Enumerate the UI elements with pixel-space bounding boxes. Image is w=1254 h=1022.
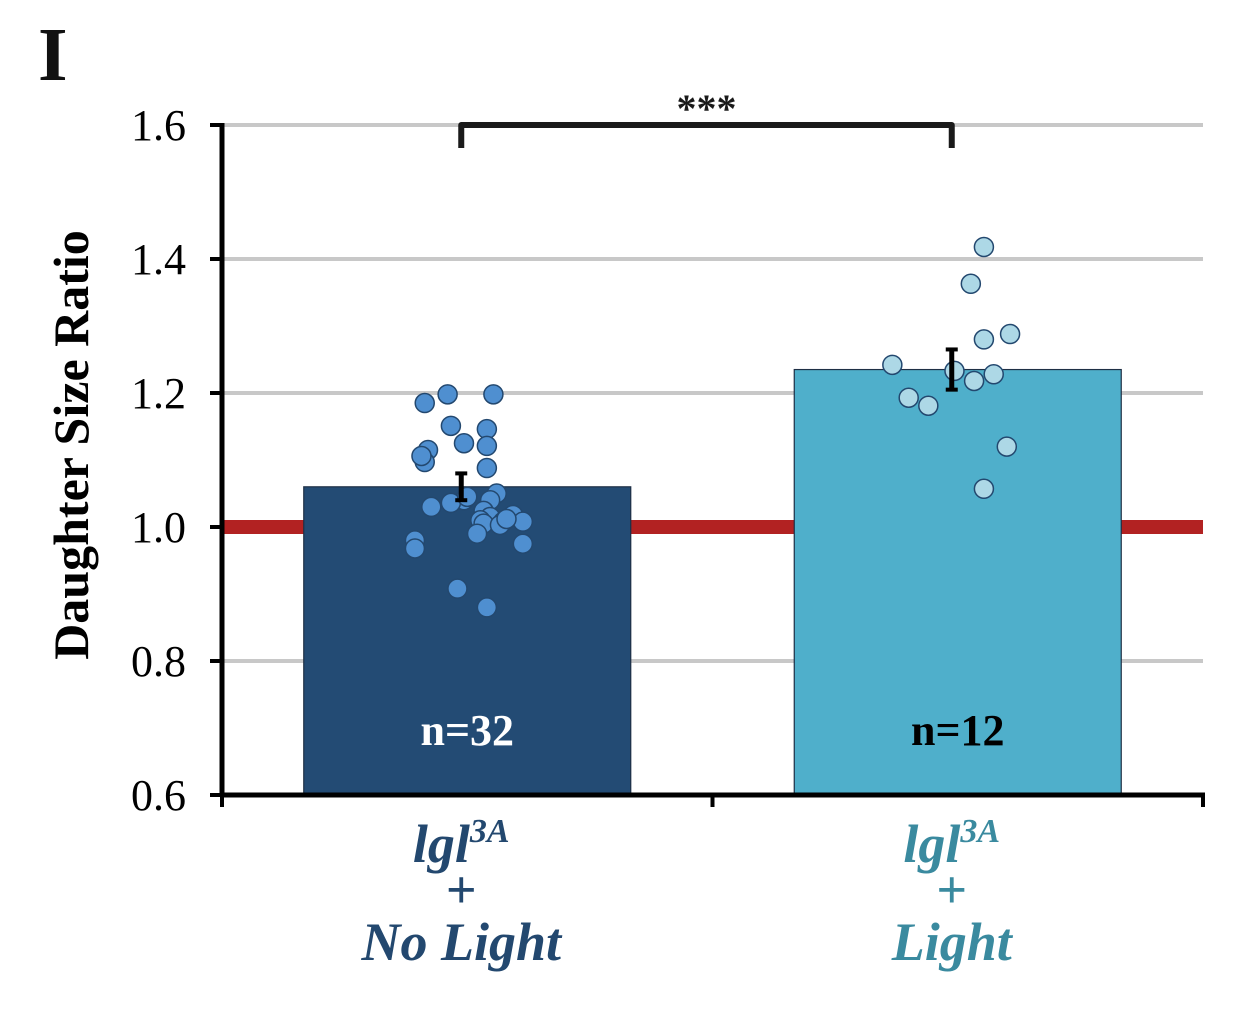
y-tick-label: 0.6: [131, 771, 186, 820]
data-point: [414, 392, 435, 414]
data-point: [999, 323, 1021, 345]
gene-name: lgl: [903, 814, 960, 874]
bar: [793, 368, 1122, 796]
significance-bracket: [458, 122, 955, 148]
data-point: [421, 496, 442, 518]
data-point: [963, 370, 985, 392]
x-label-condition: Light: [891, 912, 1014, 972]
bars: [303, 368, 1122, 796]
data-point: [973, 236, 995, 258]
gene-superscript: 3A: [959, 813, 1000, 850]
significance-label: ***: [677, 86, 737, 131]
axes: [210, 123, 1205, 807]
y-tick-label: 1.0: [131, 503, 186, 552]
y-tick-labels: 0.6 0.8 1.0 1.2 1.4 1.6: [131, 101, 186, 820]
x-label-gene: lgl3A: [903, 813, 1000, 874]
data-point: [973, 329, 995, 350]
data-point: [960, 273, 982, 295]
data-point: [882, 354, 903, 376]
data-point: [437, 384, 458, 405]
data-point: [973, 478, 995, 500]
x-label-plus: +: [446, 860, 477, 920]
data-point: [512, 533, 534, 554]
x-label-plus: +: [936, 860, 967, 920]
x-label-gene: lgl3A: [413, 813, 510, 874]
y-tick-label: 1.2: [131, 369, 186, 418]
data-point: [440, 415, 462, 437]
y-tick-label: 1.4: [131, 235, 186, 284]
data-point: [898, 387, 919, 408]
x-label-condition: No Light: [360, 912, 563, 972]
bar: [303, 486, 632, 796]
gene-superscript: 3A: [469, 813, 510, 850]
data-point: [476, 457, 498, 479]
gene-name: lgl: [413, 814, 470, 874]
data-point: [496, 508, 517, 530]
y-axis-label: Daughter Size Ratio: [43, 230, 99, 660]
data-point: [983, 363, 1004, 385]
data-point: [918, 395, 939, 416]
y-tick-label: 1.6: [131, 101, 186, 150]
data-point: [411, 445, 432, 467]
data-point: [466, 523, 488, 544]
n-label: n=32: [420, 706, 514, 755]
data-point: [404, 538, 426, 559]
data-point: [476, 435, 498, 457]
data-point: [944, 360, 965, 382]
data-points: [404, 236, 1021, 618]
data-point: [996, 436, 1018, 457]
n-labels: n=32 n=12: [420, 706, 1004, 755]
y-tick-label: 0.8: [131, 637, 186, 686]
data-point: [476, 597, 498, 618]
data-point: [453, 433, 475, 454]
data-point: [483, 384, 504, 405]
n-label: n=12: [911, 706, 1005, 755]
panel-label: I: [38, 13, 68, 97]
significance-bracket-group: ***: [458, 86, 955, 148]
data-point: [447, 578, 468, 599]
error-bars: [455, 347, 958, 503]
